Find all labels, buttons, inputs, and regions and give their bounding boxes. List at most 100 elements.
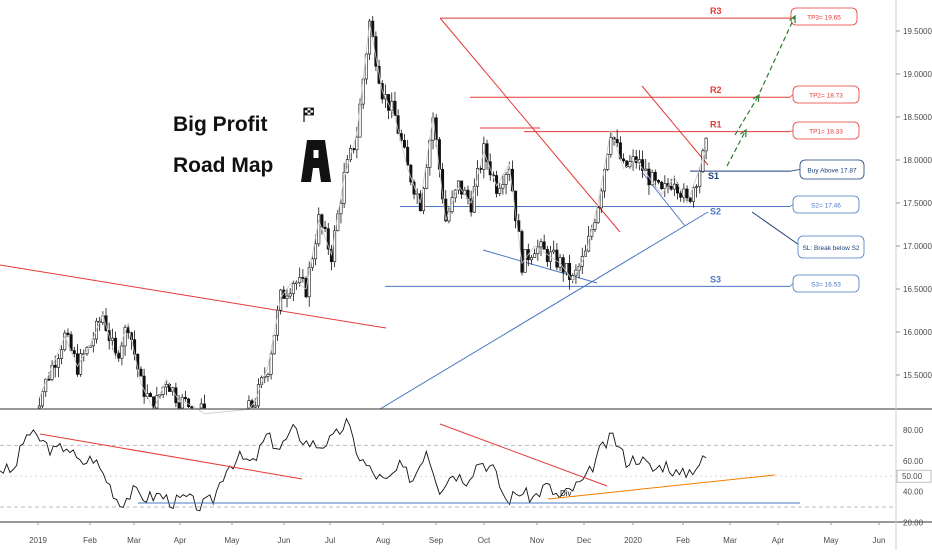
candle-body [402,140,406,148]
time-tick-label: Jun [278,536,291,545]
candle-body [650,172,654,186]
candle-body [691,187,695,202]
candle-body [539,241,543,248]
candle-body [63,332,67,351]
candle-body [272,334,276,355]
rsi-tick-label: 40.00 [903,488,924,497]
candle-body [698,171,702,187]
candle-body [555,249,559,268]
candle-body [91,338,95,347]
time-tick-label: Jun [873,536,886,545]
price-tick-label: 18.50000 [903,113,932,122]
price-tick-label: 18.00000 [903,156,932,165]
time-tick-label: Nov [530,536,544,545]
projection-arrow-head [789,14,796,24]
red-trendline [0,264,387,329]
candle-body [285,295,289,299]
candle-body [491,174,495,177]
candle-body [247,400,251,409]
candle-body [599,190,603,209]
rsi-orange-trendline [547,474,776,500]
candle-body [552,249,556,253]
candle-body [339,203,343,215]
candle-body [47,378,51,381]
tag-pointer [789,169,801,172]
time-tick-label: 2019 [29,536,47,545]
candle-body [504,174,508,185]
rsi-value-box [896,469,932,483]
level-tag-text: TP3= 19.65 [807,15,841,22]
candle-body [320,214,324,228]
price-tick-label: 19.50000 [903,27,932,36]
price-tick-label: 16.50000 [903,285,932,294]
rsi-tick-label: 80.00 [903,426,924,435]
candle-body [279,289,283,311]
candle-body [469,198,473,213]
candle-body [298,277,302,283]
candle-body [317,214,321,245]
rsi-layer: Div [0,417,800,512]
rsi-line [0,417,707,512]
time-tick-label: Oct [478,536,491,545]
candle-body [485,143,489,162]
candle-body [348,148,352,160]
candle-body [685,188,689,199]
candle-body [574,269,578,276]
candle-body [164,384,168,388]
level-tag-text: S2= 17.46 [811,203,841,210]
road-icon [301,140,331,182]
blue-trendline [482,249,598,284]
sl-tag-text: SL: Break below S2 [802,245,859,252]
candle-body [142,375,146,397]
axis-layer: 19.50000 19.00000 18.50000 18.00000 17.50000… [29,27,932,545]
rsi-red-trendline [39,433,303,480]
level-tag-text: TP1= 18.33 [809,129,843,136]
candle-body [656,180,660,183]
candle-body [422,187,426,212]
candle-body [114,337,118,354]
candle-body [704,137,708,152]
projection-arrow [759,15,796,93]
moving-average-line [38,22,707,415]
divergence-label: Div [560,489,572,498]
sl-pointer-line [751,211,803,248]
candle-body [587,235,591,252]
candle-body [301,277,305,279]
candle-body [672,183,676,190]
time-tick-label: May [224,536,239,545]
candle-body [110,337,114,341]
checkered-flag-icon [303,107,314,122]
candle-body [637,159,641,164]
candle-body [364,53,368,80]
price-tick-label: 17.00000 [903,242,932,251]
rsi-current-value: 50.00 [902,472,923,481]
level-tag-box [792,195,860,214]
level-tag-box [790,7,858,26]
candle-body [520,231,524,273]
candle-body [269,353,273,375]
candle-body [177,402,181,409]
grid-layer [0,444,896,508]
candle-body [472,186,476,213]
candle-body [79,353,83,375]
candle-body [50,364,54,380]
candle-body [368,20,372,55]
tag-pointer [789,94,794,98]
candle-body [355,136,359,151]
candle-body [406,146,410,166]
chart-title-line-1: Big Profit [173,113,268,136]
candle-body [536,246,540,255]
candle-body [695,186,699,189]
time-tick-label: Feb [83,536,97,545]
candle-body [641,159,645,171]
candle-body [622,158,626,162]
candle-body [53,364,57,368]
candle-body [307,267,311,298]
price-tick-label: 15.50000 [903,371,932,380]
candle-body [342,172,346,204]
candle-body [120,345,124,359]
red-trendline [439,17,621,233]
candle-body [117,352,121,359]
candle-body [56,358,60,368]
chart-title-line-2: Road Map [173,154,273,177]
